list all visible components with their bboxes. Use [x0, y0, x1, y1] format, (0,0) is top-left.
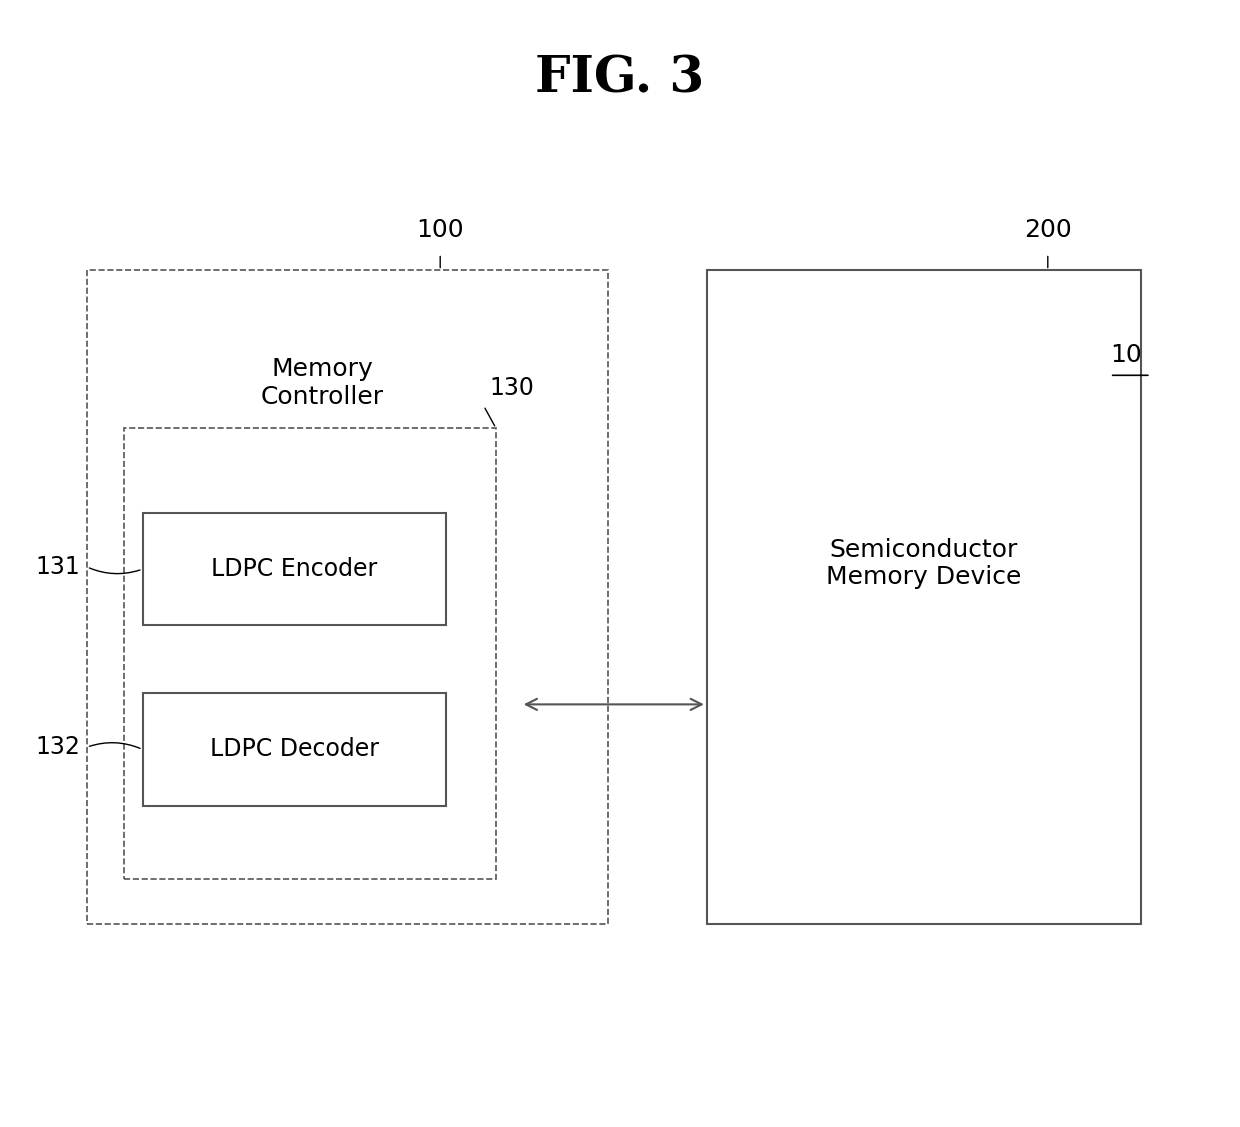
FancyBboxPatch shape	[87, 270, 608, 924]
Text: 132: 132	[36, 735, 81, 760]
FancyBboxPatch shape	[143, 513, 446, 625]
Text: 131: 131	[36, 554, 81, 579]
Text: 200: 200	[1024, 219, 1071, 242]
FancyBboxPatch shape	[124, 428, 496, 879]
Text: 130: 130	[490, 376, 534, 400]
FancyBboxPatch shape	[707, 270, 1141, 924]
Text: 10: 10	[1110, 343, 1142, 367]
Text: 100: 100	[417, 219, 464, 242]
Text: FIG. 3: FIG. 3	[536, 54, 704, 104]
Text: Semiconductor
Memory Device: Semiconductor Memory Device	[826, 538, 1022, 589]
Text: LDPC Decoder: LDPC Decoder	[210, 737, 379, 762]
Text: Memory
Controller: Memory Controller	[260, 357, 384, 409]
FancyBboxPatch shape	[143, 693, 446, 806]
Text: LDPC Encoder: LDPC Encoder	[211, 557, 378, 582]
